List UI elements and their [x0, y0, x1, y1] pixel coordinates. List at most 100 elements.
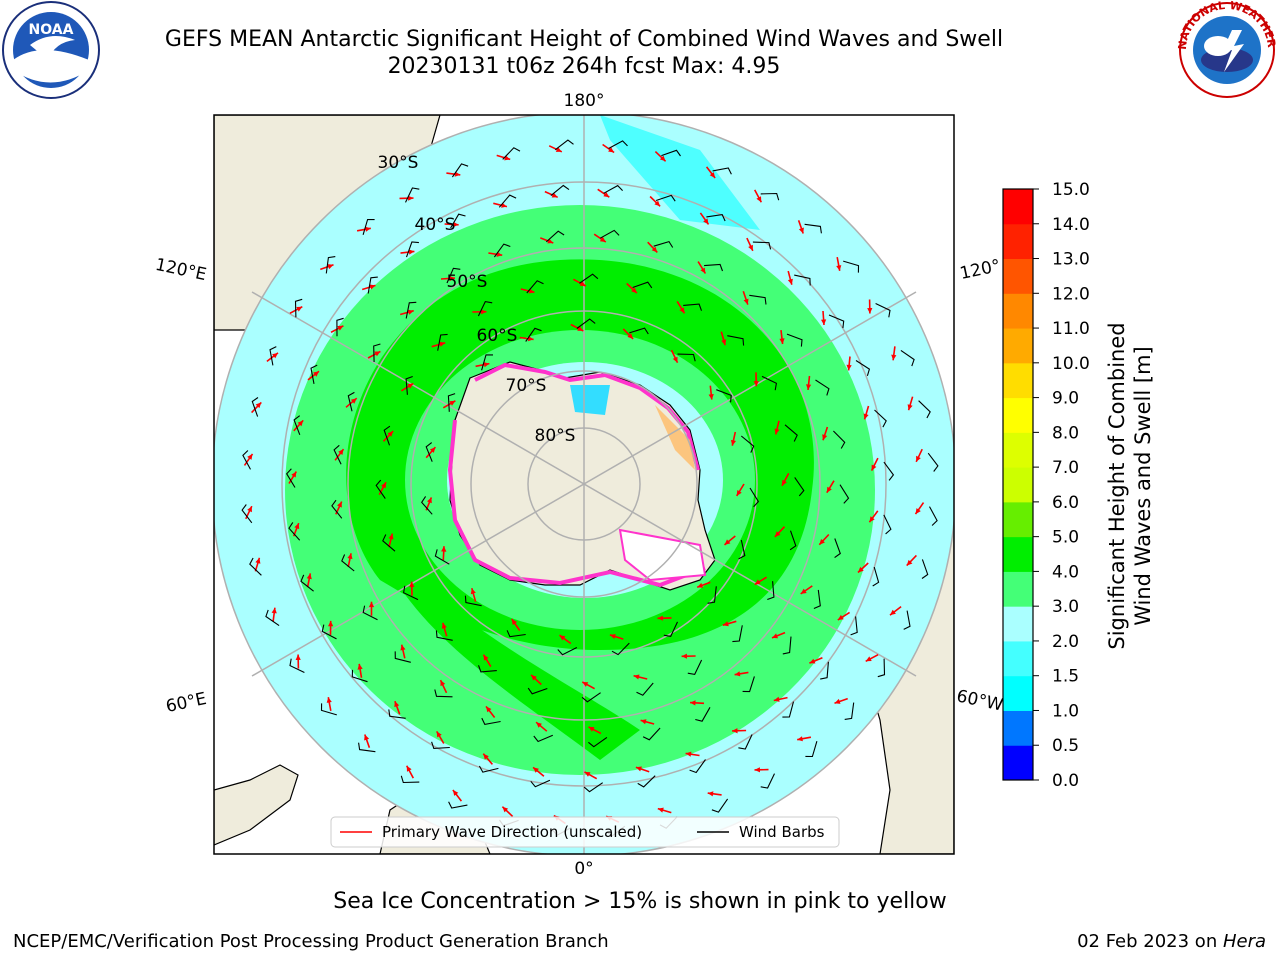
colorbar-tick-label: 2.0 — [1052, 632, 1079, 652]
wave-arrow-head — [486, 706, 492, 713]
wave-arrow-head — [407, 309, 414, 315]
wave-arrow-head — [659, 155, 666, 162]
wind-barb — [331, 499, 343, 519]
wind-barb — [293, 415, 301, 435]
wind-barb — [583, 782, 604, 793]
wind-barb — [437, 333, 448, 351]
wave-arrow-head — [743, 298, 749, 305]
wave-arrow-head — [732, 728, 738, 734]
wind-barb — [603, 184, 623, 194]
wind-barb — [554, 139, 574, 151]
wind-barb — [828, 314, 845, 329]
wind-barb — [435, 630, 453, 641]
wind-barb — [481, 717, 501, 726]
wave-arrow-head — [603, 192, 610, 198]
wind-barb — [400, 775, 420, 784]
legend-wave-label: Primary Wave Direction (unscaled) — [382, 823, 642, 841]
wave-arrow-head — [394, 701, 400, 708]
wave-arrow-head — [483, 362, 490, 368]
wave-arrow-head — [347, 553, 353, 560]
wave-arrow-head — [306, 573, 312, 580]
wave-arrow-head — [797, 736, 803, 742]
wave-arrow-head — [707, 791, 714, 797]
wind-barb — [761, 375, 778, 391]
colorbar-tick-label: 1.5 — [1052, 667, 1079, 687]
wind-barb — [636, 682, 654, 696]
wind-barb — [716, 389, 732, 403]
wave-arrow-head — [787, 278, 793, 285]
wave-arrow-head — [449, 400, 456, 406]
colorbar-tick-label: 12.0 — [1052, 284, 1090, 304]
map-legend: Primary Wave Direction (unscaled) Wind B… — [330, 816, 840, 848]
wind-barb — [527, 687, 548, 695]
wind-barb — [877, 658, 886, 678]
wave-arrow-head — [753, 381, 759, 387]
wind-barb — [629, 327, 649, 335]
wind-barb — [321, 624, 337, 640]
wave-arrow-head — [527, 336, 534, 342]
wind-barb — [286, 468, 296, 488]
wave-arrow-head — [774, 531, 781, 537]
wind-barb — [405, 187, 420, 203]
wave-arrow-head — [672, 356, 678, 363]
wave-arrow-head — [579, 281, 586, 286]
wind-barb — [394, 651, 411, 663]
wave-arrow-head — [337, 501, 342, 508]
wave-arrow-head — [470, 588, 476, 595]
wind-barb — [683, 303, 703, 311]
wind-barb — [844, 702, 855, 720]
colorbar-tick-label: 1.0 — [1052, 701, 1079, 721]
colorbar-tick-label: 13.0 — [1052, 250, 1090, 270]
wind-barb — [481, 354, 493, 371]
colorbar-segment — [1003, 258, 1033, 294]
wave-arrow-head — [690, 700, 696, 706]
wind-barb — [341, 554, 355, 572]
wave-arrow-head — [294, 523, 300, 530]
wave-arrow-head — [588, 726, 595, 732]
colorbar-segment — [1003, 571, 1033, 607]
wave-arrow-head — [387, 431, 394, 437]
wave-arrow-head — [296, 306, 303, 312]
wind-barb — [637, 775, 656, 788]
wind-barb — [695, 707, 711, 722]
wind-barb — [872, 566, 880, 587]
wind-barb — [738, 734, 753, 750]
wave-arrow-head — [338, 449, 344, 455]
wave-arrow-head — [724, 539, 731, 545]
wind-barb — [588, 736, 608, 748]
wave-arrow-head — [533, 767, 539, 773]
wave-arrow-head — [439, 341, 446, 347]
wind-barb — [557, 647, 578, 656]
wave-arrow-head — [408, 195, 414, 201]
graticule — [214, 115, 954, 854]
colorbar-tick-label: 15.0 — [1052, 180, 1090, 200]
wave-arrow-head — [654, 200, 661, 207]
wave-arrow-head — [291, 471, 297, 478]
wave-arrow-head — [551, 192, 558, 198]
wind-barb — [425, 442, 433, 462]
wave-arrow-head — [295, 654, 301, 660]
lon-label-60w: 60°W — [955, 686, 1005, 715]
wave-arrow-head — [754, 767, 760, 773]
wind-barb — [738, 539, 746, 560]
colorbar-tick-label: 0.0 — [1052, 771, 1079, 791]
wind-barb — [300, 574, 314, 592]
legend-barb-label: Wind Barbs — [739, 823, 825, 841]
wind-barb — [789, 530, 797, 551]
wave-arrow-head — [454, 171, 461, 177]
wind-barb — [834, 538, 841, 559]
wave-arrow-head — [247, 453, 253, 460]
wind-barb — [502, 147, 521, 160]
wave-arrow-head — [368, 601, 375, 608]
wind-barb — [498, 194, 517, 208]
wind-barb — [310, 364, 318, 385]
lat-label-50s: 50°S — [447, 272, 488, 292]
wave-arrow-head — [773, 696, 780, 702]
colorbar-segment — [1003, 745, 1033, 781]
lon-label-120e: 120°E — [153, 255, 208, 285]
wind-barb — [813, 589, 821, 610]
map-frame — [213, 114, 955, 855]
wave-arrow-head — [483, 654, 489, 661]
colorbar-tick-label: 5.0 — [1052, 528, 1079, 548]
wind-barb — [929, 506, 938, 526]
